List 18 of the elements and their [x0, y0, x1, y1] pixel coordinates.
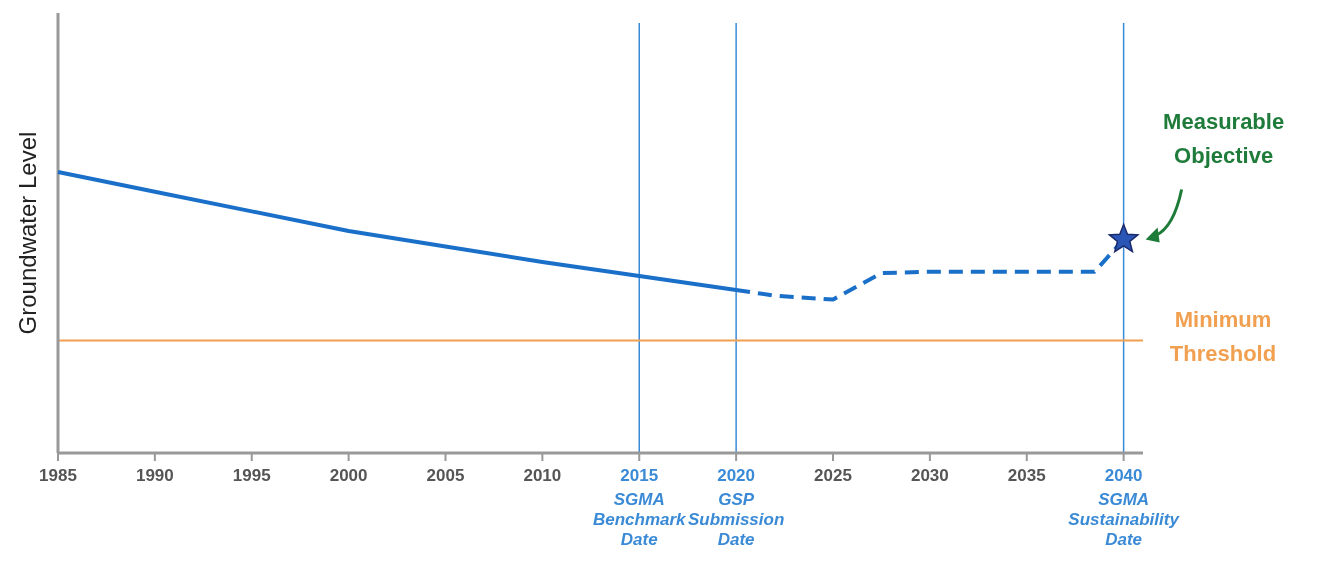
- x-tick-label: 2035: [1007, 466, 1046, 485]
- x-tick-label: 2040: [1104, 466, 1143, 485]
- x-tick-label: 2015: [620, 466, 659, 485]
- x-tick-label: 1995: [232, 466, 271, 485]
- x-tick-label: 2020: [717, 466, 756, 485]
- x-tick-label: 2005: [426, 466, 465, 485]
- ref-line-label: SGMA Benchmark Date: [592, 490, 688, 549]
- ref-line-label: GSP Submission Date: [687, 490, 785, 549]
- text: Measurable Objective: [1163, 109, 1285, 169]
- y-axis-title: Groundwater Level: [14, 131, 41, 335]
- x-tick-label: 1990: [135, 466, 174, 485]
- x-tick-label: 2030: [910, 466, 949, 485]
- ref-line-label: Minimum Threshold: [1169, 306, 1277, 366]
- x-tick-label: 2000: [329, 466, 368, 485]
- x-tick-label: 2010: [523, 466, 562, 485]
- x-tick-label: 2025: [814, 466, 852, 485]
- x-tick-label: 1985: [39, 466, 77, 485]
- ref-line-label: SGMA Sustainability Date: [1068, 490, 1181, 549]
